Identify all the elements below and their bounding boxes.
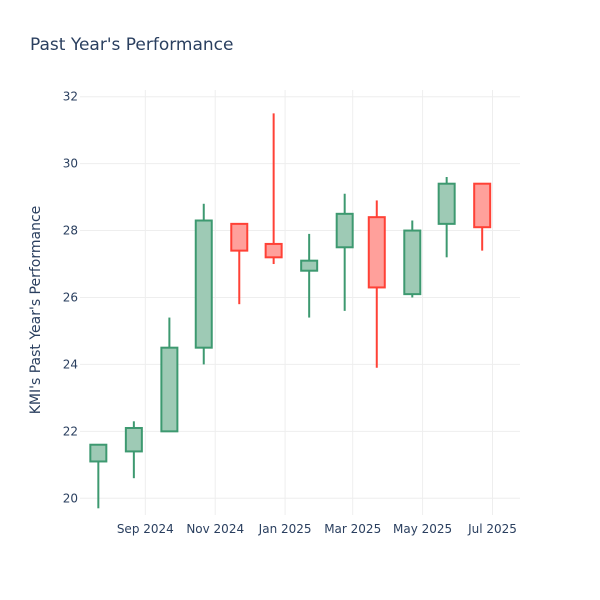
x-tick-label: Jul 2025 bbox=[467, 522, 517, 536]
candle-body bbox=[124, 426, 143, 453]
candle-decreasing[interactable] bbox=[473, 182, 492, 251]
candle-decreasing[interactable] bbox=[264, 113, 283, 265]
candle-body bbox=[437, 182, 456, 225]
y-tick-label: 32 bbox=[63, 90, 78, 104]
chart-title: Past Year's Performance bbox=[30, 35, 234, 55]
x-tick-label: Nov 2024 bbox=[186, 522, 244, 536]
y-tick-label: 28 bbox=[63, 224, 78, 238]
x-tick-label: Sep 2024 bbox=[117, 522, 174, 536]
candle-increasing[interactable] bbox=[124, 421, 143, 479]
y-tick-label: 30 bbox=[63, 157, 78, 171]
candle-increasing[interactable] bbox=[160, 317, 179, 433]
x-axis: Sep 2024 Nov 2024 Jan 2025 Mar 2025 May 2025… bbox=[117, 522, 517, 536]
candle-increasing[interactable] bbox=[194, 203, 213, 365]
candle-body bbox=[300, 259, 319, 272]
candle-increasing[interactable] bbox=[437, 177, 456, 258]
candle-body bbox=[367, 216, 386, 289]
y-tick-label: 26 bbox=[63, 290, 78, 304]
candle-layer bbox=[89, 113, 492, 509]
x-tick-label: May 2025 bbox=[393, 522, 452, 536]
candle-increasing[interactable] bbox=[335, 193, 354, 311]
candle-body bbox=[160, 346, 179, 433]
candle-body bbox=[403, 229, 422, 296]
candle-decreasing[interactable] bbox=[367, 200, 386, 368]
x-tick-label: Jan 2025 bbox=[258, 522, 312, 536]
y-tick-label: 22 bbox=[63, 424, 78, 438]
candle-decreasing[interactable] bbox=[230, 222, 249, 305]
y-axis: 20 22 24 26 28 30 32 bbox=[63, 90, 78, 506]
candle-increasing[interactable] bbox=[300, 233, 319, 318]
candle-body bbox=[89, 443, 108, 463]
candle-body bbox=[335, 212, 354, 249]
candle-body bbox=[194, 219, 213, 349]
candle-increasing[interactable] bbox=[403, 220, 422, 298]
x-tick-label: Mar 2025 bbox=[324, 522, 381, 536]
y-axis-title: KMI's Past Year's Performance bbox=[28, 206, 44, 415]
candle-body bbox=[230, 222, 249, 252]
y-tick-label: 24 bbox=[63, 357, 78, 371]
candle-body bbox=[473, 182, 492, 229]
y-tick-label: 20 bbox=[63, 491, 78, 505]
candle-body bbox=[264, 242, 283, 259]
grid-layer bbox=[80, 90, 520, 515]
candle-increasing[interactable] bbox=[89, 443, 108, 509]
